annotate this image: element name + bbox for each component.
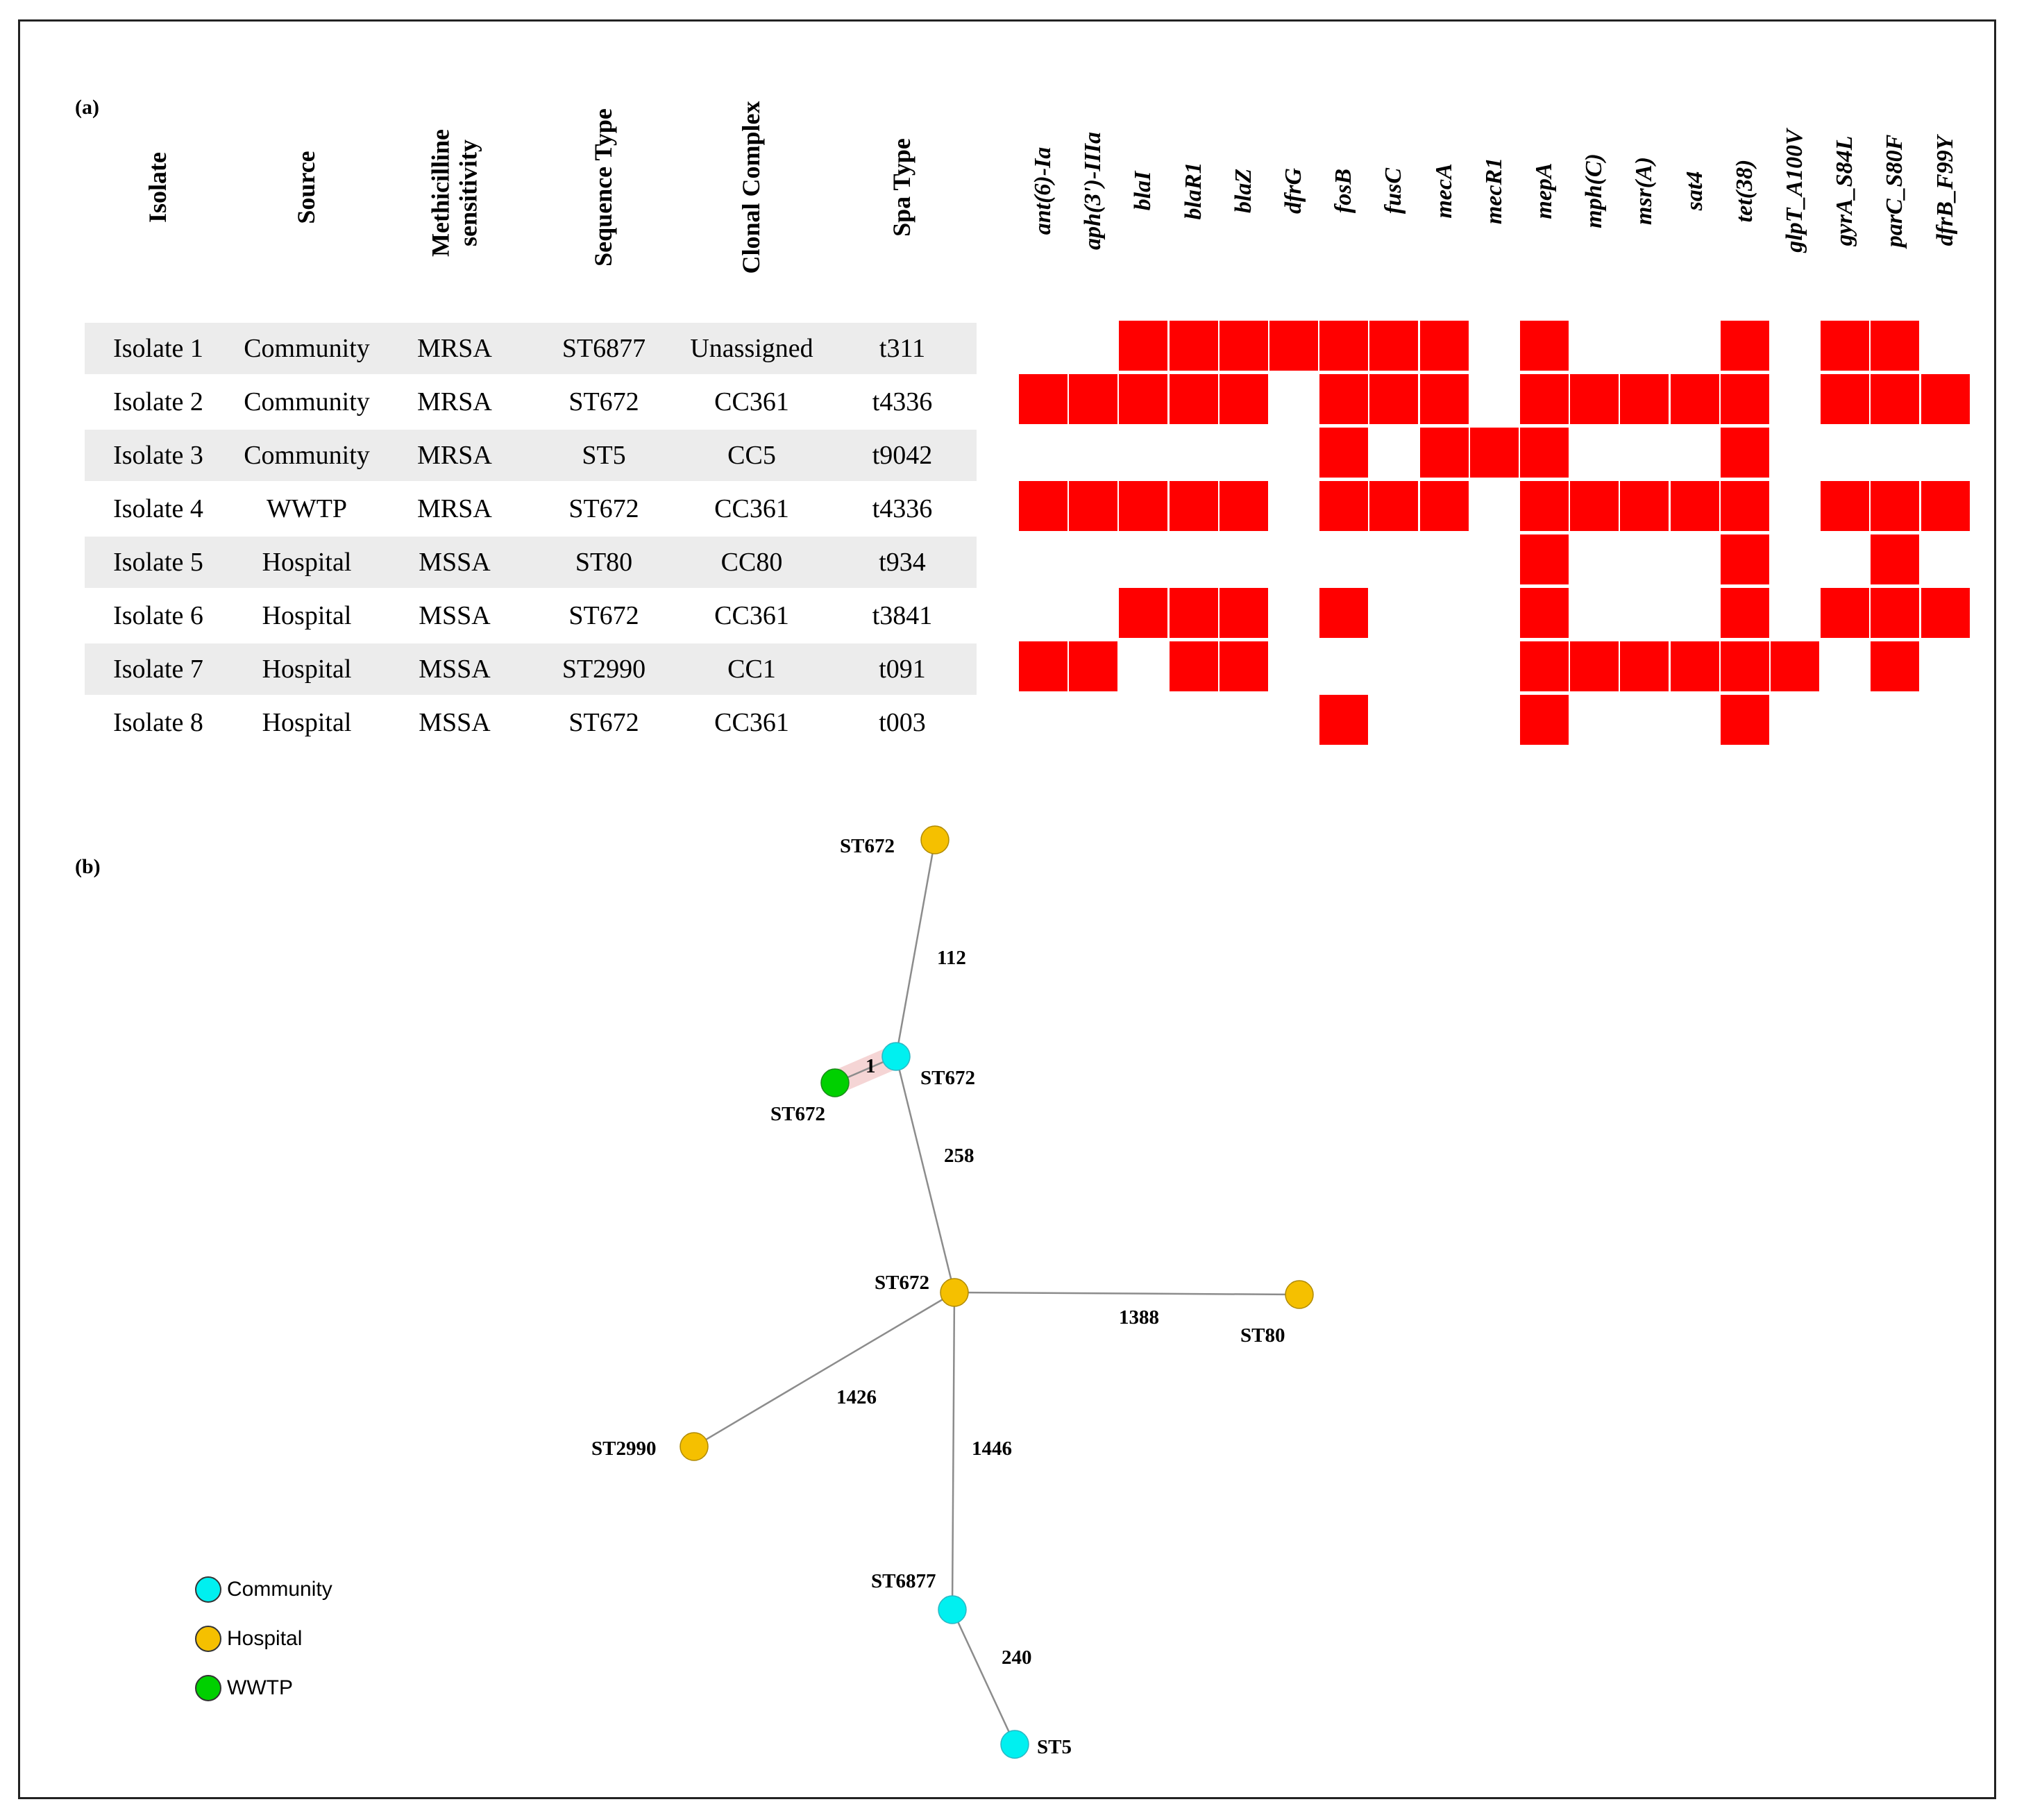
- spa-type-cell: t934: [879, 548, 926, 577]
- edge-weight-label: 240: [1002, 1646, 1032, 1669]
- source-cell: Community: [244, 387, 370, 416]
- panel-a-label: (a): [75, 96, 99, 119]
- legend-swatch: [195, 1675, 221, 1701]
- edge-weight-label: 1388: [1119, 1306, 1159, 1329]
- network-node[interactable]: [680, 1432, 709, 1461]
- sequence-type-cell: ST672: [568, 601, 639, 630]
- source-cell: Hospital: [262, 601, 352, 630]
- edge-weight-label: 112: [937, 947, 966, 969]
- spa-type-cell: t3841: [872, 601, 933, 630]
- spa-type-cell: t091: [879, 655, 926, 684]
- sequence-type-cell: ST672: [568, 708, 639, 737]
- edge-weight-label: 1446: [972, 1438, 1012, 1460]
- legend-item: Hospital: [195, 1626, 302, 1652]
- node-label: ST5: [1037, 1736, 1072, 1758]
- methicillin-cell: MRSA: [417, 441, 492, 470]
- clonal-complex-cell: CC80: [720, 548, 783, 577]
- source-cell: Hospital: [262, 655, 352, 684]
- clonal-complex-cell: CC361: [714, 601, 789, 630]
- clonal-complex-cell: CC361: [714, 494, 789, 523]
- isolate-cell: Isolate 5: [113, 548, 203, 577]
- methicillin-cell: MRSA: [417, 387, 492, 416]
- source-cell: Community: [244, 334, 370, 363]
- spa-type-cell: t003: [879, 708, 926, 737]
- spa-type-cell: t9042: [872, 441, 933, 470]
- legend-label: WWTP: [227, 1676, 293, 1699]
- methicillin-cell: MSSA: [419, 708, 491, 737]
- node-label: ST6877: [871, 1570, 936, 1592]
- network-node[interactable]: [940, 1278, 969, 1307]
- clonal-complex-cell: Unassigned: [690, 334, 813, 363]
- methicillin-cell: MRSA: [417, 494, 492, 523]
- network-edge: [954, 1291, 1300, 1296]
- legend-swatch: [195, 1626, 221, 1652]
- source-cell: Community: [244, 441, 370, 470]
- table-row-background: [85, 430, 977, 481]
- network-edge: [895, 839, 936, 1057]
- spa-type-cell: t4336: [872, 387, 933, 416]
- network-node[interactable]: [1000, 1730, 1029, 1759]
- clonal-complex-cell: CC5: [727, 441, 776, 470]
- table-row-background: [85, 323, 977, 374]
- figure-frame: [18, 19, 1996, 1799]
- sequence-type-cell: ST2990: [562, 655, 646, 684]
- panel-b-label: (b): [75, 855, 101, 878]
- node-label: ST80: [1240, 1324, 1285, 1347]
- isolate-cell: Isolate 7: [113, 655, 203, 684]
- isolate-cell: Isolate 3: [113, 441, 203, 470]
- source-cell: Hospital: [262, 548, 352, 577]
- node-label: ST672: [840, 835, 895, 857]
- table-row-background: [85, 643, 977, 695]
- clonal-complex-cell: CC361: [714, 387, 789, 416]
- legend-item: Community: [195, 1576, 332, 1603]
- network-node[interactable]: [920, 825, 950, 854]
- sequence-type-cell: ST672: [568, 494, 639, 523]
- node-label: ST672: [920, 1067, 975, 1089]
- legend-item: WWTP: [195, 1675, 293, 1701]
- spa-type-cell: t311: [879, 334, 926, 363]
- clonal-complex-cell: CC361: [714, 708, 789, 737]
- methicillin-cell: MSSA: [419, 601, 491, 630]
- legend-label: Community: [227, 1578, 332, 1601]
- methicillin-cell: MSSA: [419, 655, 491, 684]
- network-node[interactable]: [938, 1595, 967, 1624]
- sequence-type-cell: ST672: [568, 387, 639, 416]
- network-edge: [895, 1056, 956, 1293]
- node-label: ST2990: [591, 1438, 656, 1460]
- clonal-complex-cell: CC1: [727, 655, 776, 684]
- sequence-type-cell: ST5: [582, 441, 626, 470]
- isolate-cell: Isolate 8: [113, 708, 203, 737]
- network-node[interactable]: [820, 1068, 850, 1097]
- network-edge: [951, 1609, 1016, 1745]
- table-row-background: [85, 537, 977, 588]
- legend-label: Hospital: [227, 1627, 303, 1650]
- legend-swatch: [195, 1576, 221, 1603]
- isolate-cell: Isolate 1: [113, 334, 203, 363]
- network-node[interactable]: [881, 1042, 911, 1071]
- isolate-cell: Isolate 6: [113, 601, 203, 630]
- node-label: ST672: [875, 1272, 929, 1294]
- sequence-type-cell: ST80: [575, 548, 633, 577]
- edge-weight-label: 258: [944, 1145, 974, 1167]
- network-node[interactable]: [1285, 1280, 1314, 1309]
- isolate-cell: Isolate 2: [113, 387, 203, 416]
- methicillin-cell: MSSA: [419, 548, 491, 577]
- isolate-cell: Isolate 4: [113, 494, 203, 523]
- methicillin-cell: MRSA: [417, 334, 492, 363]
- edge-weight-label: 1426: [836, 1386, 877, 1408]
- node-label: ST672: [770, 1103, 825, 1125]
- network-edge: [951, 1292, 956, 1610]
- source-cell: Hospital: [262, 708, 352, 737]
- sequence-type-cell: ST6877: [562, 334, 646, 363]
- spa-type-cell: t4336: [872, 494, 933, 523]
- network-edge: [693, 1291, 955, 1448]
- source-cell: WWTP: [266, 494, 348, 523]
- edge-weight-label: 1: [866, 1055, 876, 1077]
